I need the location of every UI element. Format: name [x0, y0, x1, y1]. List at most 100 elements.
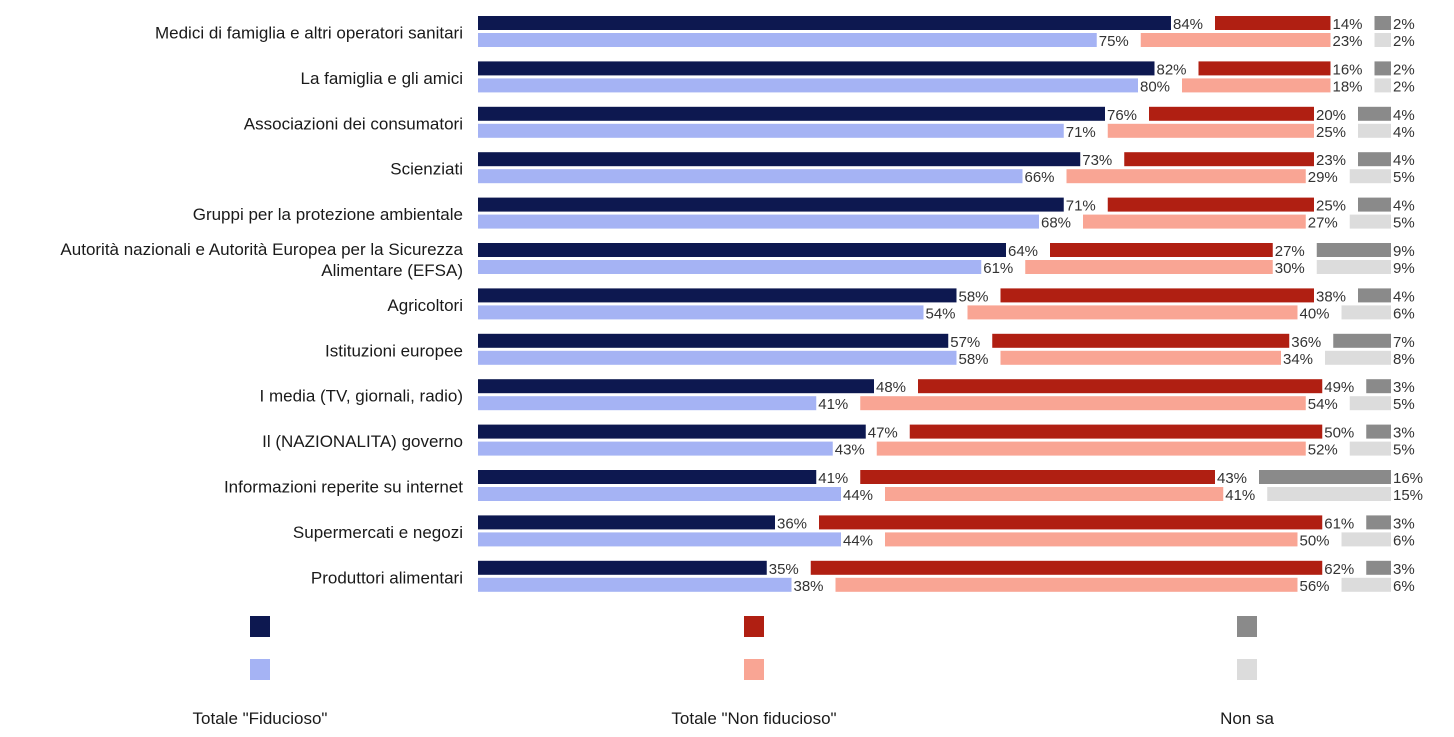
bar-non-fiducioso-dark	[810, 560, 1323, 575]
value-label: 75%	[1099, 33, 1129, 50]
bar-fiducioso-dark	[478, 560, 767, 575]
value-label: 48%	[876, 379, 906, 396]
category-label-line: La famiglia e gli amici	[300, 69, 463, 88]
value-label: 4%	[1393, 152, 1415, 169]
bar-non-sa-dark	[1316, 243, 1391, 257]
category-label-line: Agricoltori	[387, 296, 463, 315]
bar-fiducioso-dark	[478, 515, 775, 530]
bar-fiducioso-light	[478, 214, 1039, 229]
value-label: 14%	[1333, 16, 1363, 33]
category-label: Agricoltori	[387, 296, 463, 315]
bar-non-fiducioso-dark	[918, 379, 1323, 394]
value-label: 5%	[1393, 442, 1415, 459]
value-label: 41%	[818, 470, 848, 487]
bar-non-sa-light	[1325, 350, 1391, 365]
category-label-line: Il (NAZIONALITA) governo	[262, 432, 463, 451]
bar-non-fiducioso-dark	[992, 333, 1290, 348]
value-label: 62%	[1324, 561, 1354, 578]
bar-non-fiducioso-light	[1140, 33, 1331, 47]
category-labels: Medici di famiglia e altri operatori san…	[60, 24, 463, 588]
legend: Totale "Fiducioso" Totale "Non fiducioso"…	[193, 616, 1274, 728]
bar-non-sa-dark	[1259, 470, 1391, 484]
bar-fiducioso-dark	[478, 16, 1171, 30]
bar-non-sa-dark	[1366, 379, 1391, 394]
category-label: Istituzioni europee	[325, 341, 463, 360]
value-label: 36%	[1291, 334, 1321, 351]
category-label-line: I media (TV, giornali, radio)	[260, 387, 463, 406]
category-label-line: Produttori alimentari	[311, 568, 463, 587]
value-label: 76%	[1107, 107, 1137, 124]
value-label: 68%	[1041, 215, 1071, 232]
bar-non-fiducioso-dark	[1124, 152, 1314, 167]
value-label: 15%	[1393, 487, 1423, 504]
value-label: 5%	[1393, 215, 1415, 232]
value-label: 58%	[959, 288, 989, 305]
bar-non-sa-light	[1341, 577, 1391, 592]
bar-fiducioso-dark	[478, 424, 866, 439]
value-label: 41%	[818, 396, 848, 413]
bar-non-sa-light	[1341, 532, 1391, 547]
value-label: 3%	[1393, 515, 1415, 532]
value-label: 36%	[777, 515, 807, 532]
value-label: 66%	[1025, 169, 1055, 186]
value-label: 18%	[1333, 78, 1363, 95]
bar-non-fiducioso-dark	[1000, 288, 1314, 303]
legend-label: Totale "Fiducioso"	[193, 709, 328, 728]
category-label: Autorità nazionali e Autorità Europea pe…	[60, 240, 463, 280]
value-label: 38%	[794, 578, 824, 595]
category-label-line: Supermercati e negozi	[293, 523, 463, 542]
value-label: 40%	[1300, 305, 1330, 322]
value-label: 16%	[1393, 470, 1423, 487]
bar-non-fiducioso-light	[1107, 123, 1314, 138]
value-label: 49%	[1324, 379, 1354, 396]
category-label: Il (NAZIONALITA) governo	[262, 432, 463, 451]
bar-non-fiducioso-light	[885, 487, 1224, 501]
value-label: 61%	[1324, 515, 1354, 532]
value-label: 54%	[1308, 396, 1338, 413]
bar-fiducioso-light	[478, 350, 957, 365]
bar-non-fiducioso-dark	[1050, 243, 1273, 257]
value-label: 43%	[835, 442, 865, 459]
category-label: Scienziati	[390, 160, 463, 179]
value-label: 4%	[1393, 288, 1415, 305]
legend-swatch	[1237, 659, 1257, 680]
value-label: 29%	[1308, 169, 1338, 186]
value-label: 56%	[1300, 578, 1330, 595]
bar-non-fiducioso-dark	[860, 470, 1215, 484]
bar-non-sa-dark	[1374, 61, 1391, 76]
value-label: 2%	[1393, 61, 1415, 78]
value-label: 57%	[950, 334, 980, 351]
category-label-line: Scienziati	[390, 160, 463, 179]
value-label: 41%	[1225, 487, 1255, 504]
value-label: 30%	[1275, 260, 1305, 277]
value-label: 71%	[1066, 198, 1096, 215]
value-label: 6%	[1393, 305, 1415, 322]
bar-fiducioso-dark	[478, 152, 1081, 167]
bar-non-fiducioso-dark	[1107, 197, 1314, 212]
bar-non-sa-light	[1349, 396, 1391, 411]
category-label: I media (TV, giornali, radio)	[260, 387, 463, 406]
bar-fiducioso-light	[478, 33, 1097, 47]
value-label: 71%	[1066, 124, 1096, 141]
bar-fiducioso-dark	[478, 197, 1064, 212]
bar-non-fiducioso-light	[1083, 214, 1306, 229]
bar-non-fiducioso-light	[860, 396, 1306, 411]
value-label: 64%	[1008, 243, 1038, 260]
bar-non-fiducioso-dark	[909, 424, 1323, 439]
bar-fiducioso-light	[478, 577, 792, 592]
value-label: 23%	[1316, 152, 1346, 169]
value-label: 7%	[1393, 334, 1415, 351]
value-label: 54%	[926, 305, 956, 322]
bar-fiducioso-dark	[478, 470, 817, 484]
category-label-line: Istituzioni europee	[325, 341, 463, 360]
bar-non-fiducioso-light	[835, 577, 1298, 592]
bar-fiducioso-dark	[478, 106, 1105, 121]
category-label-line: Medici di famiglia e altri operatori san…	[155, 24, 463, 43]
bar-fiducioso-dark	[478, 333, 949, 348]
bar-non-sa-dark	[1366, 560, 1391, 575]
value-label: 9%	[1393, 243, 1415, 260]
value-label: 44%	[843, 532, 873, 549]
value-label: 23%	[1333, 33, 1363, 50]
bar-fiducioso-dark	[478, 243, 1006, 257]
